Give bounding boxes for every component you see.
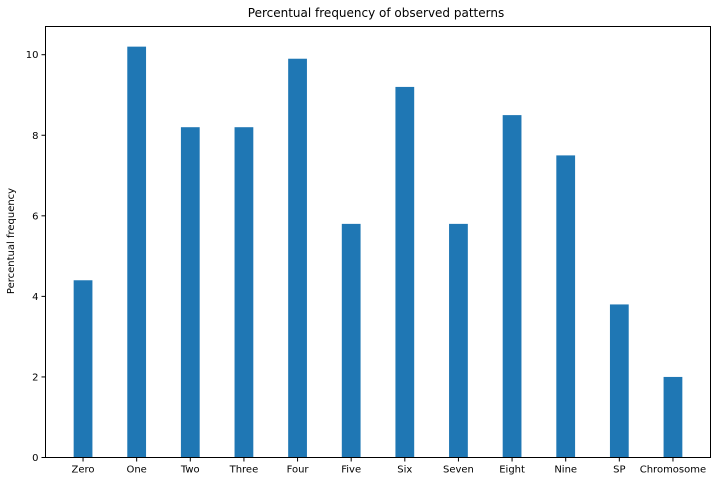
y-tick-label: 4 <box>32 292 38 303</box>
x-tick-label: Two <box>180 465 200 476</box>
x-tick-label: Three <box>229 465 259 476</box>
y-tick-label: 8 <box>32 131 38 142</box>
x-tick-label: Six <box>397 465 412 476</box>
bar-seven <box>449 224 468 458</box>
bar-six <box>395 87 414 458</box>
x-tick-label: SP <box>613 465 625 476</box>
bar-three <box>235 127 254 457</box>
y-tick-label: 2 <box>32 372 38 383</box>
x-tick-label: Zero <box>72 465 95 476</box>
bar-chromosome <box>664 377 683 458</box>
x-tick-label: Eight <box>499 465 525 476</box>
x-tick-label: Chromosome <box>640 465 706 476</box>
x-tick-label: Five <box>341 465 361 476</box>
y-tick-label: 6 <box>32 211 38 222</box>
y-axis-label: Percentual frequency <box>6 188 17 294</box>
bar-zero <box>74 280 93 457</box>
bar-four <box>288 59 307 458</box>
chart-title: Percentual frequency of observed pattern… <box>248 6 504 20</box>
bar-two <box>181 127 200 457</box>
bar-one <box>127 47 146 458</box>
y-tick-label: 10 <box>26 50 39 61</box>
x-tick-label: Seven <box>443 465 474 476</box>
bar-eight <box>503 115 522 457</box>
x-tick-label: Nine <box>554 465 577 476</box>
bar-nine <box>556 155 575 457</box>
x-tick-label: One <box>126 465 146 476</box>
bar-sp <box>610 304 629 457</box>
x-tick-label: Four <box>287 465 310 476</box>
y-tick-label: 0 <box>32 453 38 464</box>
bar-five <box>342 224 361 458</box>
